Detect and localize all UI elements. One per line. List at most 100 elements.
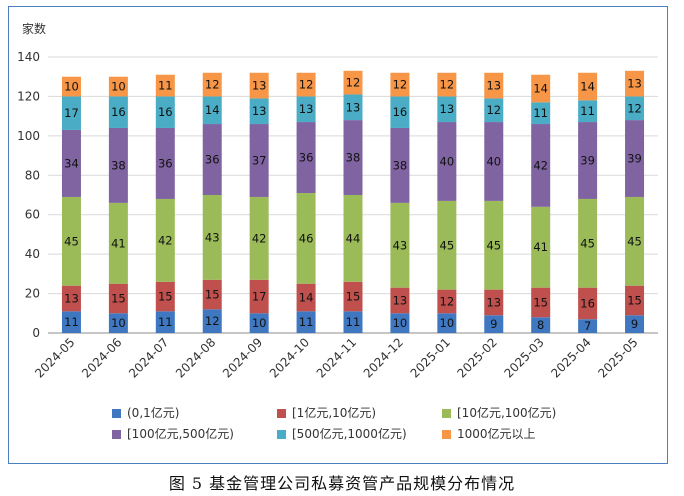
y-tick-label: 120 (17, 89, 40, 103)
bar-segment (437, 122, 457, 201)
bar-segment (61, 76, 81, 97)
bar-segment (484, 289, 504, 316)
bar-segment (578, 287, 598, 320)
bar-segment (296, 283, 316, 312)
bar-segment (484, 72, 504, 99)
data-label: 13 (299, 102, 314, 116)
data-label: 41 (111, 236, 126, 250)
bar-segment (625, 96, 645, 121)
bar-segment (202, 309, 222, 333)
data-label: 12 (205, 78, 220, 92)
data-label: 40 (486, 154, 501, 168)
bar-segment (531, 102, 551, 125)
bar-segment (484, 98, 504, 123)
data-label: 16 (111, 105, 126, 119)
bar-segment (296, 96, 316, 123)
data-label: 13 (252, 79, 267, 93)
data-label: 15 (346, 290, 361, 304)
data-label: 12 (440, 78, 455, 92)
y-tick-label: 140 (17, 50, 40, 64)
bar-segment (155, 311, 175, 333)
data-label: 15 (533, 295, 548, 309)
data-label: 42 (252, 231, 267, 245)
data-label: 41 (533, 240, 548, 254)
bar-segment (343, 281, 363, 312)
y-tick-label: 80 (25, 168, 40, 182)
bar-segment (625, 196, 645, 286)
data-label: 12 (440, 294, 455, 308)
bar-segment (249, 124, 269, 197)
legend-item: [1亿元,10亿元) (277, 404, 376, 421)
x-tick-label: 2024-07 (126, 335, 171, 380)
bar-segment (108, 202, 128, 284)
data-label: 45 (440, 238, 455, 252)
legend-label: [500亿元,1000亿元) (292, 427, 407, 441)
bar-segment (108, 96, 128, 128)
data-label: 37 (252, 154, 267, 168)
bar-segment (155, 281, 175, 312)
data-label: 15 (111, 292, 126, 306)
legend-item: (0,1亿元) (112, 404, 179, 421)
bar-segment (437, 96, 457, 123)
bar-segment (249, 279, 269, 314)
legend-item: [100亿元,500亿元) (112, 425, 234, 442)
bar-segment (249, 196, 269, 280)
x-tick-label: 2024-06 (79, 335, 124, 380)
bar-segment (108, 76, 128, 97)
bar-segment (108, 283, 128, 314)
data-label: 13 (486, 295, 501, 309)
data-label: 13 (346, 100, 361, 114)
data-label: 11 (533, 106, 548, 120)
data-label: 10 (252, 316, 267, 330)
bar-segment (202, 124, 222, 195)
bar-segment (531, 74, 551, 103)
bar-segment (249, 313, 269, 333)
bar-segment (390, 72, 410, 97)
legend-label: 1000亿元以上 (457, 427, 536, 441)
y-tick-label: 0 (32, 326, 40, 340)
data-label: 11 (158, 315, 173, 329)
bar-segment (296, 311, 316, 333)
bar-segment (343, 94, 363, 121)
bar-segment (578, 198, 598, 288)
data-label: 12 (205, 314, 220, 328)
data-label: 45 (627, 234, 642, 248)
data-label: 39 (627, 152, 642, 166)
data-label: 34 (64, 156, 79, 170)
x-tick-label: 2025-02 (455, 335, 500, 380)
bar-segment (390, 202, 410, 288)
bar-segment (155, 127, 175, 199)
bar-segment (202, 72, 222, 97)
bar-segment (625, 315, 645, 333)
data-label: 38 (346, 151, 361, 165)
bar-segment (484, 122, 504, 201)
bar-segment (202, 279, 222, 310)
x-tick-label: 2024-12 (361, 335, 406, 380)
data-label: 10 (393, 316, 408, 330)
bar-segment (531, 206, 551, 288)
bar-segment (484, 315, 504, 333)
bar-segment (437, 200, 457, 290)
bar-segment (155, 198, 175, 282)
legend-label: [10亿元,100亿元) (457, 406, 557, 420)
data-label: 13 (486, 79, 501, 93)
data-label: 13 (440, 102, 455, 116)
data-label: 38 (111, 158, 126, 172)
bar-segment (296, 122, 316, 194)
data-label: 13 (627, 77, 642, 91)
data-label: 44 (346, 231, 361, 245)
data-label: 17 (252, 290, 267, 304)
x-tick-label: 2025-04 (548, 335, 593, 380)
data-label: 13 (252, 104, 267, 118)
data-label: 15 (158, 290, 173, 304)
bar-segment (625, 285, 645, 316)
bar-segment (155, 96, 175, 128)
data-label: 8 (537, 318, 544, 332)
data-label: 11 (346, 315, 361, 329)
bar-segment (202, 195, 222, 280)
data-label: 16 (158, 105, 173, 119)
data-label: 14 (580, 80, 595, 94)
data-label: 7 (584, 319, 591, 333)
legend-item: 1000亿元以上 (442, 425, 536, 442)
legend-swatch (112, 409, 121, 418)
